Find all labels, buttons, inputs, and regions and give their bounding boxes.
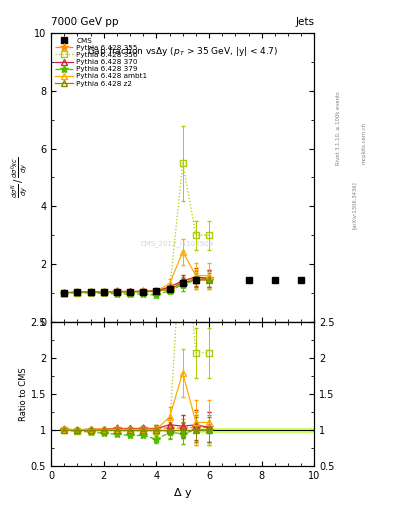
Text: CMS_2012_I1102908: CMS_2012_I1102908	[141, 241, 214, 247]
Text: Rivet 3.1.10, ≥ 100k events: Rivet 3.1.10, ≥ 100k events	[336, 91, 341, 165]
Y-axis label: Ratio to CMS: Ratio to CMS	[19, 367, 28, 421]
Text: Gap fraction vs$\Delta$y ($p_T$ > 35 GeV, |y| < 4.7): Gap fraction vs$\Delta$y ($p_T$ > 35 GeV…	[87, 45, 278, 58]
Text: mcplots.cern.ch: mcplots.cern.ch	[362, 122, 367, 164]
Text: 7000 GeV pp: 7000 GeV pp	[51, 16, 119, 27]
Y-axis label: $\frac{d\sigma^N}{dy}\,/\,\frac{d\sigma^0\!xc}{dy}$: $\frac{d\sigma^N}{dy}\,/\,\frac{d\sigma^…	[9, 157, 30, 198]
Text: Jets: Jets	[296, 16, 314, 27]
Text: [arXiv:1306.3436]: [arXiv:1306.3436]	[352, 181, 357, 229]
X-axis label: $\Delta$ y: $\Delta$ y	[173, 486, 193, 500]
Legend: CMS, Pythia 6.428 355, Pythia 6.428 356, Pythia 6.428 370, Pythia 6.428 379, Pyt: CMS, Pythia 6.428 355, Pythia 6.428 356,…	[53, 35, 150, 89]
